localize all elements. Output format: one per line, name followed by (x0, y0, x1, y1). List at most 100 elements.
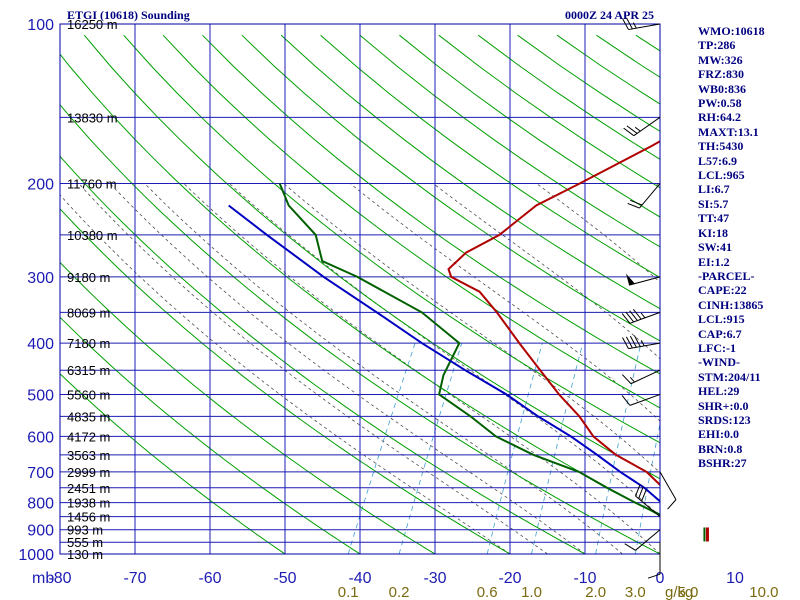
wind-barb (635, 484, 661, 517)
sounding-index: CAP:6.7 (698, 326, 742, 341)
moist-adiabat-lines (60, 183, 660, 554)
sounding-index: LFC:-1 (698, 340, 736, 355)
temperature-tick-label: -40 (348, 570, 371, 587)
height-label: 555 m (67, 535, 103, 550)
height-label: 130 m (67, 547, 103, 562)
dry-adiabat-line (162, 34, 660, 409)
sounding-index: TT:47 (698, 211, 730, 226)
wind-barb (621, 369, 661, 385)
mixing-ratio-label: 3.0 (625, 584, 646, 600)
wind-barb-staff (630, 369, 661, 385)
mixing-ratio-label: 2.0 (585, 584, 606, 600)
mixing-ratio-label: 0.1 (338, 584, 359, 600)
wind-barb-staff (633, 116, 661, 137)
mixing-ratio-unit: g/kg (665, 584, 693, 600)
mixing-ratio-label: 0.2 (389, 584, 410, 600)
wind-barb-flag (638, 486, 644, 499)
height-label: 4835 m (67, 409, 110, 424)
pressure-tick-label: 300 (27, 270, 54, 287)
wind-barb-flag (621, 374, 632, 385)
moist-adiabat-line (78, 183, 548, 554)
grid-lines (60, 23, 661, 555)
sounding-profiles (228, 140, 660, 516)
mixing-ratio-line (398, 342, 463, 554)
sounding-index: CINH:13865 (698, 297, 764, 312)
wind-barb-flag (633, 335, 641, 347)
temperature-tick-label: -70 (123, 570, 146, 587)
wind-barb-flag (622, 337, 629, 349)
isotherm-lines (134, 24, 661, 554)
sounding-index: LCL:915 (698, 312, 745, 327)
wind-barb (623, 116, 661, 137)
sounding-index: EHI:0.0 (698, 427, 740, 442)
height-label: 1938 m (67, 496, 110, 511)
sounding-index: LCL:965 (698, 168, 745, 183)
mixing-ratio-line (347, 342, 416, 554)
wind-barb-flag (632, 308, 642, 320)
wind-barb-flag (629, 335, 637, 348)
dry-adiabat-line (60, 155, 587, 554)
wind-barb-half-flag (634, 126, 641, 132)
pressure-tick-label: 200 (27, 177, 54, 194)
mixing-ratio-label: 0.6 (477, 584, 498, 600)
dry-adiabat-line (320, 34, 660, 279)
height-label: 6315 m (67, 363, 110, 378)
wind-barb-flag (625, 311, 635, 323)
height-label: 8069 m (67, 305, 110, 320)
dry-adiabat-line (280, 34, 660, 310)
sounding-index: PW:0.58 (698, 96, 742, 111)
sounding-index: BSHR:27 (698, 456, 747, 471)
temperature-tick-label: -10 (573, 570, 596, 587)
wind-barb-flag (627, 202, 640, 209)
temperature-profile-line (447, 140, 660, 487)
wind-barb-staff (639, 183, 661, 209)
pressure-tick-label: 900 (27, 523, 54, 540)
wind-barb-flag (625, 336, 633, 349)
sounding-index: TP:286 (698, 38, 736, 53)
temperature-tick-label: -30 (423, 570, 446, 587)
wind-barb-half-flag (640, 312, 646, 319)
wind-barb-staff (628, 23, 661, 31)
height-label: 13830 m (67, 110, 118, 125)
parcel-profile-line (228, 204, 660, 503)
height-label: 16250 m (67, 17, 118, 32)
height-label: 2451 m (67, 481, 110, 496)
temperature-tick-label: -60 (198, 570, 221, 587)
sounding-index: WB0:836 (698, 81, 746, 96)
height-label: 4172 m (67, 429, 110, 444)
sounding-index: SW:41 (698, 240, 733, 255)
dry-adiabat-line (60, 208, 512, 554)
sounding-index: RH:64.2 (698, 110, 741, 125)
dry-adiabat-line (123, 34, 660, 444)
height-label: 5560 m (67, 387, 110, 402)
plot-frame (59, 23, 661, 555)
pressure-tick-label: 1000 (18, 547, 54, 564)
chart-title: ETGI (10618) Sounding (67, 8, 190, 22)
sounding-index: SRDS:123 (698, 412, 751, 427)
wind-barb-flag (621, 395, 631, 406)
sounding-index: SI:5.7 (698, 196, 729, 211)
moist-adiabat-line (283, 183, 660, 474)
wind-barb-flag (667, 499, 677, 510)
sounding-index: MW:326 (698, 52, 743, 67)
dewpoint-profile-line (278, 183, 660, 516)
height-label: 9180 m (67, 270, 110, 285)
pressure-tick-label: 500 (27, 387, 54, 404)
moist-adiabat-line (349, 183, 660, 422)
height-label: 1456 m (67, 510, 110, 525)
pressure-tick-label: 400 (27, 336, 54, 353)
height-label: 3563 m (67, 448, 110, 463)
mixing-ratio-line (635, 421, 660, 554)
sounding-index: TH:5430 (698, 139, 744, 154)
wind-barb (624, 529, 661, 551)
wind-barb-pennant (625, 273, 635, 286)
dry-adiabat-line (241, 34, 660, 342)
wind-barbs (621, 17, 677, 579)
dry-adiabat-line (202, 34, 660, 375)
mixing-ratio-label: 1.0 (521, 584, 542, 600)
wind-barb-half-flag (640, 340, 645, 347)
sounding-index: SHR+:0.0 (698, 398, 749, 413)
wind-barb-flag (624, 543, 636, 551)
pressure-tick-label: 800 (27, 496, 54, 513)
valid-time: 0000Z 24 APR 25 (565, 8, 654, 22)
